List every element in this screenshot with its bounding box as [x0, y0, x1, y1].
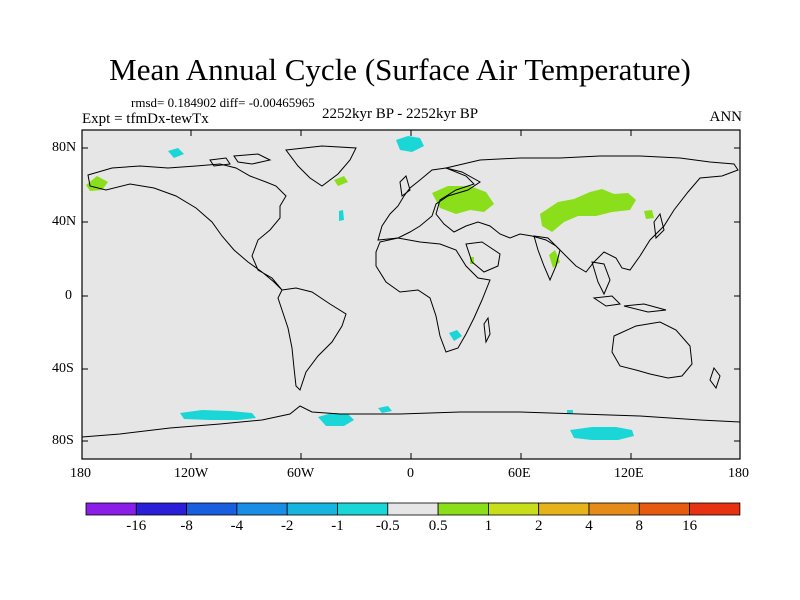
- coastlines: [81, 145, 741, 438]
- colorbar-swatch: [638, 502, 690, 516]
- lon-tick-marks: [190, 130, 632, 459]
- lon-tick-label: 60E: [508, 466, 531, 481]
- colorbar-swatch: [186, 502, 238, 516]
- colorbar: [85, 502, 741, 516]
- colorbar-label: -1: [331, 518, 344, 534]
- colorbar-label: 4: [585, 518, 593, 534]
- lat-tick-label: 40S: [52, 361, 74, 376]
- lat-tick-label: 0: [65, 288, 72, 303]
- colorbar-label: -0.5: [375, 518, 400, 534]
- lat-tick-label: 80N: [52, 140, 77, 155]
- lon-tick-label: 180: [70, 466, 91, 481]
- plot-title: Mean Annual Cycle (Surface Air Temperatu…: [109, 52, 691, 87]
- stats-text: rmsd= 0.184902 diff= -0.00465965: [131, 95, 315, 110]
- colorbar-label: 0.5: [428, 518, 448, 534]
- colorbar-label: 16: [682, 518, 698, 534]
- colorbar-label: 8: [635, 518, 644, 534]
- colorbar-swatch: [236, 502, 288, 516]
- colorbar-label: -2: [280, 518, 294, 534]
- negative-anomalies: [168, 136, 634, 440]
- map-background: [82, 130, 740, 459]
- colorbar-swatch: [538, 502, 590, 516]
- lat-tick-label: 80S: [52, 433, 74, 448]
- experiment-label: Expt = tfmDx-tewTx: [82, 111, 209, 127]
- colorbar-swatch: [135, 502, 188, 516]
- lat-tick-label: 40N: [52, 214, 77, 229]
- lat-tick-marks: [82, 147, 740, 442]
- colorbar-label: -8: [180, 518, 193, 534]
- lon-tick-label: 120E: [614, 466, 644, 481]
- colorbar-swatch: [588, 502, 640, 516]
- period-label: 2252kyr BP - 2252kyr BP: [322, 106, 479, 122]
- colorbar-swatch: [85, 502, 137, 516]
- lon-tick-label: 0: [407, 466, 414, 481]
- lon-tick-label: 180: [728, 466, 749, 481]
- colorbar-swatch: [387, 502, 439, 516]
- positive-anomalies: [86, 176, 654, 268]
- colorbar-swatch: [437, 502, 489, 516]
- colorbar-swatch: [689, 502, 741, 516]
- colorbar-label: 2: [534, 518, 543, 534]
- colorbar-swatch: [337, 502, 389, 516]
- lon-tick-label: 60W: [287, 466, 315, 481]
- season-label: ANN: [709, 109, 743, 125]
- colorbar-label: -4: [230, 518, 244, 534]
- colorbar-label: -16: [126, 518, 147, 534]
- colorbar-label: 1: [484, 518, 493, 534]
- colorbar-swatch: [286, 502, 338, 516]
- colorbar-swatch: [487, 502, 540, 516]
- lon-tick-label: 120W: [174, 466, 209, 481]
